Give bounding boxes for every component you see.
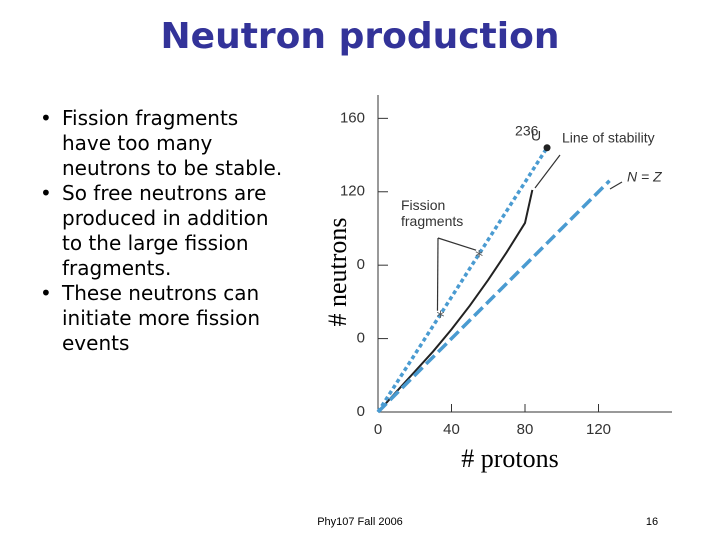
series-line (377, 189, 534, 413)
page-number: 16 (646, 516, 658, 528)
bullet: So free neutrons are produced in additio… (22, 181, 292, 281)
series-label: Line of stability (562, 130, 655, 146)
fragment-marker: * (436, 307, 444, 326)
y-tick-label: 0 (357, 256, 365, 273)
y-tick-label: 120 (340, 183, 365, 200)
nucleus-symbol: U (531, 127, 541, 143)
bullet: These neutrons can initiate more fission… (22, 281, 292, 356)
pointer (534, 154, 561, 189)
x-tick-label: 120 (586, 421, 611, 438)
x-axis-label: # protons (461, 444, 559, 473)
pointer (437, 237, 477, 251)
fragment-marker: * (475, 247, 483, 266)
y-tick-label: 0 (357, 330, 365, 347)
bullet-list: Fission fragments have too many neutrons… (22, 106, 292, 356)
series-line (376, 146, 549, 413)
x-tick-label: 0 (374, 421, 382, 438)
series-line (376, 179, 611, 414)
bullet: Fission fragments have too many neutrons… (22, 106, 292, 181)
x-tick-label: 80 (517, 421, 534, 438)
pointer (436, 237, 439, 311)
y-axis-label: # neutrons (323, 217, 352, 326)
pointer (609, 181, 623, 190)
series-label: N = Z (627, 169, 662, 185)
y-tick-label: 0 (357, 403, 365, 420)
nucleus-mass: 236 (515, 122, 539, 138)
x-tick-label: 40 (443, 421, 460, 438)
annotation: Fission fragments (401, 197, 463, 229)
slide-title: Neutron production (160, 16, 560, 57)
footer: Phy107 Fall 2006 (317, 516, 403, 528)
y-tick-label: 160 (340, 109, 365, 126)
nucleus-point (543, 144, 551, 152)
